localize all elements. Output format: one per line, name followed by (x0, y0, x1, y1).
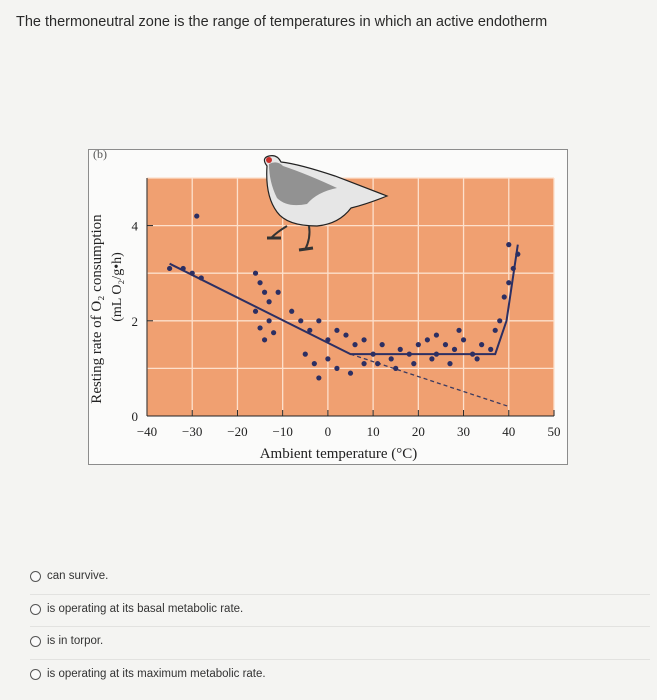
data-point (189, 270, 195, 276)
data-point (397, 346, 403, 352)
data-point (460, 337, 467, 343)
radio-button[interactable] (30, 571, 41, 582)
data-point (406, 351, 412, 357)
data-point (347, 370, 354, 376)
data-point (180, 265, 186, 272)
x-tick-label: −30 (182, 424, 202, 439)
data-point (275, 289, 281, 295)
data-point (334, 327, 340, 333)
data-point (271, 330, 277, 336)
data-point (325, 356, 331, 362)
data-point (198, 275, 204, 281)
data-point (266, 318, 272, 324)
x-tick-label: −20 (227, 424, 247, 439)
option-basal-metabolic-rate[interactable]: is operating at its basal metabolic rate… (30, 593, 650, 627)
data-point (375, 361, 381, 367)
data-point (370, 351, 376, 357)
figure-panel: (b) −40 −30 −20 −10 0 10 20 30 40 50 0 2 4 Ambient te… (88, 149, 568, 465)
data-point (451, 346, 458, 352)
data-point (388, 356, 394, 362)
data-point (257, 280, 263, 286)
data-point (488, 346, 494, 352)
data-point (302, 351, 308, 357)
y-tick-label: 2 (132, 314, 139, 329)
data-point (266, 299, 272, 305)
data-point (415, 342, 421, 348)
data-point (194, 213, 200, 219)
x-tick-label: 50 (548, 424, 561, 439)
data-point (167, 265, 173, 272)
data-point (492, 327, 498, 333)
data-point (474, 356, 480, 362)
data-point (343, 332, 349, 338)
data-point (325, 337, 331, 343)
x-tick-label: −40 (137, 424, 157, 439)
question-text: The thermoneutral zone is the range of t… (16, 14, 548, 30)
panel-label: (b) (93, 150, 107, 161)
data-point (316, 318, 322, 324)
option-torpor[interactable]: is in torpor. (30, 626, 650, 659)
answer-options: can survive. is operating at its basal m… (30, 562, 650, 691)
y-tick-label: 4 (132, 219, 139, 234)
plot-area (147, 178, 554, 416)
data-point (506, 242, 512, 248)
data-point (470, 351, 476, 357)
x-tick-label: −10 (272, 424, 292, 439)
data-point (289, 308, 295, 314)
data-point (442, 342, 449, 348)
option-label: is operating at its basal metabolic rate… (47, 602, 244, 615)
data-point (334, 365, 340, 371)
data-point (393, 365, 399, 371)
data-point (479, 342, 485, 348)
data-point (506, 280, 512, 286)
y-tick-label: 0 (132, 409, 139, 424)
option-maximum-metabolic-rate[interactable]: is operating at its maximum metabolic ra… (30, 658, 650, 692)
data-point (298, 318, 304, 324)
data-point (497, 318, 503, 324)
data-point (379, 342, 385, 348)
data-point (307, 327, 313, 333)
x-tick-label: 0 (325, 424, 332, 439)
data-point (361, 361, 367, 367)
data-point (257, 325, 263, 331)
x-tick-label: 30 (457, 424, 470, 439)
x-tick-label: 10 (367, 424, 380, 439)
option-can-survive[interactable]: can survive. (30, 562, 650, 594)
data-point (429, 356, 435, 362)
x-tick-label: 20 (412, 424, 425, 439)
data-point (261, 289, 268, 295)
radio-button[interactable] (30, 603, 41, 615)
y-axis-units: (mL O₂/g•h) (110, 252, 125, 322)
radio-button[interactable] (30, 636, 41, 647)
option-label: can survive. (47, 570, 109, 582)
data-point (252, 270, 259, 276)
radio-button[interactable] (30, 668, 41, 680)
data-point (352, 342, 358, 348)
data-point (456, 327, 462, 333)
data-point (252, 308, 259, 314)
ptarmigan-illustration (263, 155, 389, 252)
data-point (411, 361, 417, 367)
data-point (501, 294, 507, 300)
data-point (361, 337, 367, 343)
data-point (316, 375, 322, 381)
chart-svg: (b) −40 −30 −20 −10 0 10 20 30 40 50 0 2 4 Ambient te… (89, 150, 561, 462)
data-point (433, 351, 440, 357)
data-point (447, 361, 453, 367)
data-point (433, 332, 440, 338)
option-label: is operating at its maximum metabolic ra… (47, 667, 266, 680)
data-point (510, 265, 516, 272)
fit-line (169, 244, 519, 356)
data-point (311, 361, 317, 367)
x-axis-title: Ambient temperature (°C) (260, 446, 418, 462)
data-point (261, 337, 268, 343)
data-point (424, 337, 430, 343)
data-point (515, 251, 521, 257)
x-tick-label: 40 (502, 424, 515, 439)
option-label: is in torpor. (47, 635, 104, 647)
y-axis-title: Resting rate of O₂ consumption (89, 214, 105, 404)
